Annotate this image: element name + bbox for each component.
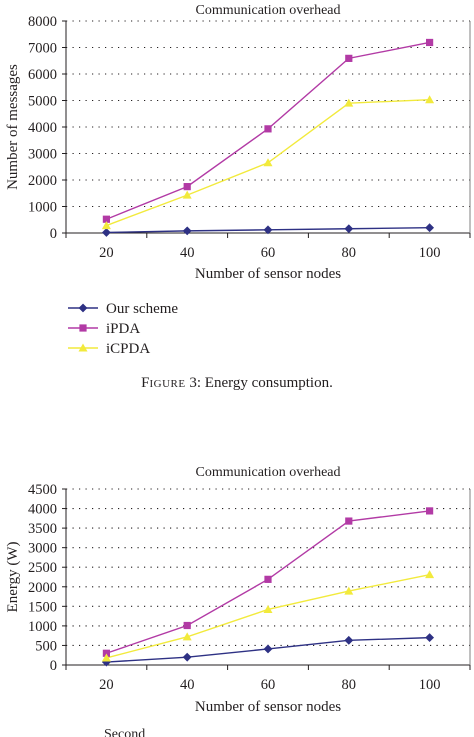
chart2-y-tick-label: 500 [35, 638, 57, 654]
chart1-data-point-icpda [101, 221, 111, 230]
chart1-y-tick-label: 8000 [28, 14, 57, 30]
chart1-x-tick-label: 40 [180, 245, 195, 261]
chart2-y-tick-label: 1000 [28, 619, 57, 635]
chart2-title: Communication overhead [195, 465, 340, 480]
figure-caption-label-first: F [141, 375, 150, 391]
chart1-y-tick-label: 2000 [28, 173, 57, 189]
chart2-x-tick-label: 20 [99, 677, 114, 693]
chart2-data-point-our_scheme [425, 633, 435, 643]
chart2-y-tick-label: 3000 [28, 541, 57, 557]
chart1-title: Communication overhead [195, 3, 340, 18]
chart1-y-tick-label: 0 [50, 226, 57, 242]
chart1-legend-label-ipda: iPDA [106, 321, 140, 337]
chart1-data-point-icpda [263, 158, 273, 167]
next-figure-caption-fragment: Second [104, 728, 146, 737]
chart1-y-tick-label: 3000 [28, 147, 57, 163]
chart1-x-tick-label: 80 [342, 245, 357, 261]
chart1-data-point-our_scheme [182, 226, 192, 236]
chart1-data-point-our_scheme [101, 228, 111, 237]
chart1-y-axis-label: Number of messages [5, 64, 21, 190]
chart1-y-tick-label: 1000 [28, 200, 57, 216]
figure-caption-label-number: 3: [185, 375, 205, 391]
chart1-data-point-ipda [264, 125, 272, 133]
chart2-x-tick-label: 100 [419, 677, 441, 693]
chart2-y-tick-label: 0 [50, 658, 57, 674]
chart2-data-point-ipda [264, 575, 272, 583]
chart1-data-point-our_scheme [425, 223, 435, 233]
chart1-data-point-our_scheme [263, 225, 273, 235]
chart1-legend-marker-our_scheme [78, 303, 88, 313]
chart1-data-point-ipda [183, 183, 191, 191]
chart2-data-point-ipda [102, 649, 110, 657]
chart1-data-point-ipda [426, 38, 434, 47]
chart1-legend-label-our_scheme: Our scheme [106, 301, 178, 317]
chart2-data-point-ipda [426, 507, 434, 515]
chart1-y-tick-label: 6000 [28, 67, 57, 83]
chart2-data-point-ipda [345, 517, 353, 525]
chart1-legend-marker-ipda [79, 324, 87, 332]
chart1-legend-label-icpda: iCPDA [106, 341, 150, 357]
chart2-y-tick-label: 4500 [28, 482, 57, 498]
chart2-data-point-icpda [182, 632, 192, 641]
chart1-y-tick-label: 4000 [28, 120, 57, 136]
chart1-x-tick-label: 20 [99, 245, 114, 261]
chart1-x-tick-label: 100 [419, 245, 441, 261]
chart2-data-point-our_scheme [182, 652, 192, 662]
chart2-x-axis-label: Number of sensor nodes [195, 699, 341, 715]
chart2-x-tick-label: 60 [261, 677, 276, 693]
chart1-x-axis-label: Number of sensor nodes [195, 266, 341, 282]
chart2-data-point-our_scheme [344, 635, 354, 645]
chart1-y-tick-label: 5000 [28, 94, 57, 110]
chart1-data-point-our_scheme [344, 224, 354, 234]
chart2-y-axis-label: Energy (W) [5, 542, 21, 613]
chart2-y-tick-label: 3500 [28, 521, 57, 537]
figure-caption: FIGURE 3: Energy consumption. [0, 375, 474, 392]
chart1-data-point-icpda [425, 95, 435, 104]
chart2-data-point-icpda [263, 604, 273, 613]
chart2-y-tick-label: 4000 [28, 502, 57, 518]
chart2-y-tick-label: 1500 [28, 599, 57, 615]
chart1-y-tick-label: 7000 [28, 41, 57, 57]
chart1-legend-marker-icpda [78, 343, 88, 352]
figure-caption-label-rest: IGURE [149, 378, 186, 390]
chart1-data-point-ipda [345, 54, 353, 62]
chart2-data-point-ipda [183, 621, 191, 630]
chart1-data-point-icpda [182, 190, 192, 199]
chart2-data-point-icpda [101, 653, 111, 662]
chart1-data-point-icpda [344, 98, 354, 107]
chart2-x-tick-label: 40 [180, 677, 195, 693]
chart1-data-point-ipda [102, 215, 110, 223]
chart1-x-tick-label: 60 [261, 245, 276, 261]
chart2-data-point-our_scheme [263, 644, 273, 654]
chart2-x-tick-label: 80 [342, 677, 357, 693]
figure-caption-text: Energy consumption. [204, 375, 333, 391]
chart2-data-point-icpda [344, 586, 354, 595]
chart2-y-tick-label: 2500 [28, 560, 57, 576]
chart2-y-tick-label: 2000 [28, 580, 57, 596]
chart2-data-point-icpda [425, 570, 435, 579]
